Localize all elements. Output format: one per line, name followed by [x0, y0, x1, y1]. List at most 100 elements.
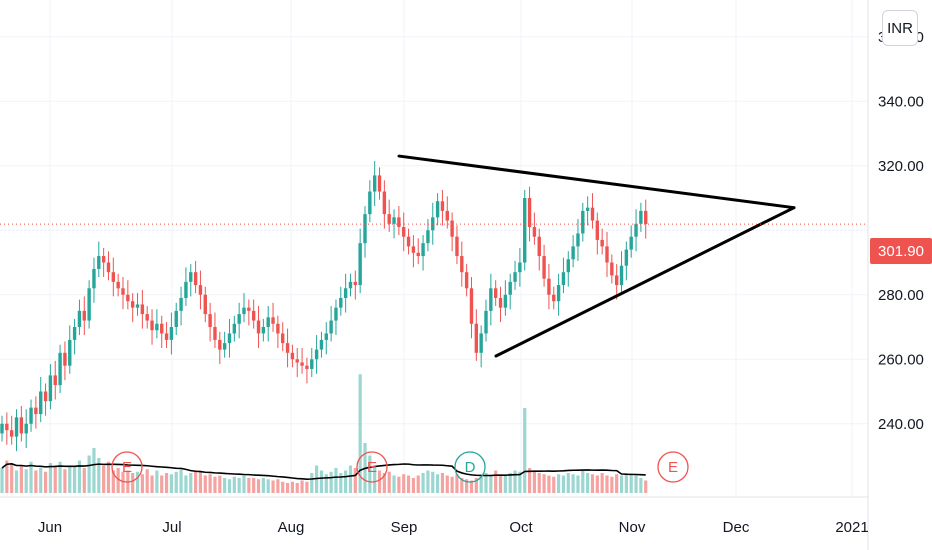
candle-body: [513, 272, 517, 282]
volume-bar: [334, 468, 338, 493]
volume-bar: [300, 480, 304, 493]
candle-body: [629, 236, 633, 250]
candle-body: [5, 423, 9, 431]
candle-body: [82, 310, 86, 321]
volume-bar: [532, 471, 536, 493]
currency-button[interactable]: INR: [882, 10, 918, 46]
candle-body: [310, 359, 314, 369]
volume-bar: [111, 470, 115, 493]
candle-body: [532, 227, 537, 237]
event-circle: [454, 451, 486, 483]
volume-bar: [131, 473, 135, 493]
candle-body: [9, 430, 14, 437]
volume-bar: [232, 476, 236, 493]
candle-body: [285, 343, 290, 353]
volume-bar: [281, 481, 285, 493]
volume-bar: [566, 473, 570, 493]
candle-body: [34, 407, 38, 415]
volume-bar: [155, 470, 159, 493]
volume-bar: [610, 476, 614, 493]
volume-bar: [397, 476, 401, 493]
time-axis[interactable]: Jun Jul Aug Sep Oct Nov Dec 2021: [38, 519, 869, 536]
volume-bar: [547, 475, 551, 493]
candle-body: [421, 243, 425, 257]
candle-body: [0, 423, 4, 434]
volume-bar: [92, 448, 96, 493]
y-tick-label: 260.00: [878, 351, 924, 368]
candle-body: [493, 288, 498, 298]
volume-bar: [247, 478, 251, 493]
candle-body: [460, 256, 464, 273]
x-tick-label: Jun: [38, 519, 62, 536]
event-label: E: [668, 459, 678, 476]
candle-body: [189, 272, 193, 282]
volume-bar: [194, 470, 198, 493]
volume-bar: [479, 476, 483, 493]
volume-bar: [377, 470, 382, 493]
volume-bar: [348, 465, 353, 493]
last-price-tag: 301.90: [870, 238, 932, 264]
volume-bar: [310, 473, 314, 493]
candle-body: [43, 391, 48, 402]
volume-bar: [237, 478, 241, 493]
volume-bar: [353, 468, 357, 493]
candle-body: [503, 294, 508, 308]
volume-bar: [10, 463, 14, 493]
x-tick-label: Sep: [391, 519, 418, 536]
candle-body: [261, 327, 266, 334]
candle-body: [300, 362, 304, 366]
volume-bar: [213, 476, 217, 493]
x-tick-label: Nov: [619, 519, 646, 536]
event-marker-earnings[interactable]: E: [111, 451, 143, 483]
candle-body: [464, 272, 469, 289]
volume-bar: [411, 478, 415, 493]
candle-body: [455, 236, 459, 257]
candle-body: [130, 301, 135, 308]
volume-bars: [0, 374, 648, 493]
candle-body: [101, 256, 106, 263]
candle-body: [397, 217, 401, 228]
volume-bar: [460, 478, 464, 493]
candle-body: [145, 314, 149, 321]
volume-bar: [581, 470, 585, 493]
candle-body: [479, 333, 483, 353]
candle-body: [208, 314, 212, 327]
volume-bar: [605, 475, 609, 493]
event-label: E: [122, 459, 132, 476]
volume-bar: [498, 474, 503, 493]
volume-bar: [600, 473, 604, 493]
volume-bar: [256, 479, 261, 493]
candle-body: [426, 230, 430, 244]
event-marker-earnings[interactable]: E: [356, 451, 388, 483]
candle-body: [39, 391, 43, 415]
volume-bar: [586, 473, 590, 493]
volume-bar: [615, 474, 619, 493]
candle-body: [169, 327, 174, 340]
event-marker-earnings[interactable]: E: [657, 451, 689, 483]
x-tick-label: Oct: [509, 519, 533, 536]
candle-body: [150, 320, 154, 331]
candle-body: [585, 207, 590, 211]
candle-body: [213, 327, 217, 340]
candle-body: [639, 210, 643, 224]
volume-bar: [73, 465, 77, 493]
volume-bar: [445, 475, 449, 493]
candle-body: [498, 297, 503, 308]
volume-bar: [285, 483, 290, 493]
last-price-label: 301.90: [878, 242, 924, 260]
volume-bar: [290, 481, 294, 493]
volume-bar: [436, 474, 440, 493]
candle-body: [489, 288, 493, 311]
y-tick-label: 240.00: [878, 416, 924, 433]
candle-body: [411, 246, 416, 253]
event-marker-dividend[interactable]: D: [454, 451, 486, 483]
candle-body: [135, 304, 140, 308]
volume-bar: [189, 473, 193, 493]
candle-body: [600, 239, 604, 247]
volume-bar: [402, 474, 406, 493]
volume-bar: [639, 478, 643, 493]
candle-body: [58, 352, 62, 386]
